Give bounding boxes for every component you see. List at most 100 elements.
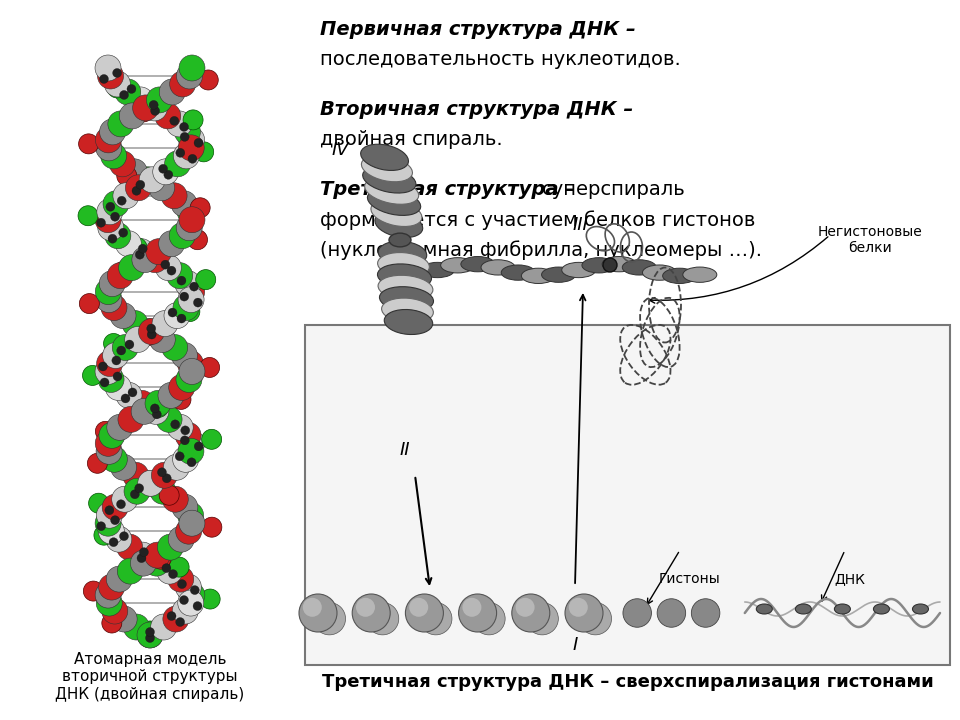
Circle shape [168, 566, 194, 592]
Circle shape [159, 485, 180, 505]
Ellipse shape [912, 604, 928, 614]
Circle shape [119, 103, 145, 129]
Circle shape [94, 525, 114, 545]
Circle shape [95, 279, 121, 305]
Circle shape [105, 222, 131, 248]
Circle shape [117, 166, 136, 186]
Circle shape [158, 382, 184, 408]
Circle shape [107, 566, 132, 592]
Circle shape [299, 594, 337, 632]
Circle shape [175, 271, 201, 297]
Circle shape [100, 378, 109, 387]
Text: суперспираль: суперспираль [542, 180, 685, 199]
Circle shape [175, 452, 184, 461]
Circle shape [137, 622, 163, 648]
Circle shape [180, 595, 188, 605]
Ellipse shape [441, 258, 474, 273]
Text: последовательность нуклеотидов.: последовательность нуклеотидов. [320, 50, 681, 69]
Text: III: III [572, 216, 588, 234]
Circle shape [149, 100, 158, 109]
Circle shape [169, 222, 195, 248]
Circle shape [106, 374, 132, 400]
Circle shape [178, 199, 204, 225]
Circle shape [516, 598, 535, 617]
Circle shape [177, 215, 203, 240]
Circle shape [98, 362, 108, 371]
Circle shape [163, 606, 189, 632]
Circle shape [180, 292, 189, 301]
Circle shape [176, 366, 202, 392]
Circle shape [131, 490, 139, 499]
Circle shape [128, 388, 137, 397]
Text: IV: IV [331, 141, 348, 159]
Circle shape [156, 558, 182, 584]
Circle shape [193, 298, 203, 307]
Circle shape [134, 167, 161, 193]
Ellipse shape [368, 189, 420, 215]
Circle shape [151, 404, 159, 413]
Text: (нуклеосомная фибрилла, нуклеомеры …).: (нуклеосомная фибрилла, нуклеомеры …). [320, 240, 762, 260]
Ellipse shape [874, 604, 889, 614]
Circle shape [136, 180, 145, 189]
Circle shape [352, 594, 390, 632]
Circle shape [128, 87, 154, 113]
Circle shape [196, 269, 216, 289]
Circle shape [95, 510, 121, 536]
Circle shape [102, 598, 128, 624]
Ellipse shape [377, 264, 431, 289]
Circle shape [409, 598, 428, 617]
Circle shape [111, 486, 137, 512]
Circle shape [163, 454, 189, 480]
Circle shape [158, 164, 168, 174]
Circle shape [98, 215, 124, 240]
Ellipse shape [375, 211, 422, 238]
Circle shape [120, 91, 129, 99]
Circle shape [100, 119, 126, 145]
Circle shape [143, 398, 169, 424]
Circle shape [180, 302, 200, 322]
Circle shape [171, 191, 197, 217]
Ellipse shape [379, 287, 434, 312]
Circle shape [116, 500, 126, 509]
Circle shape [194, 142, 214, 162]
Circle shape [167, 266, 176, 275]
Circle shape [95, 582, 121, 608]
Circle shape [161, 462, 181, 481]
Circle shape [405, 594, 444, 632]
Circle shape [135, 250, 144, 259]
Circle shape [189, 282, 199, 291]
Ellipse shape [361, 144, 408, 171]
Circle shape [132, 95, 158, 121]
Circle shape [176, 148, 185, 158]
Ellipse shape [795, 604, 811, 614]
Circle shape [177, 314, 186, 323]
Circle shape [132, 186, 141, 195]
Circle shape [141, 95, 167, 121]
Circle shape [111, 606, 137, 632]
Circle shape [161, 183, 187, 209]
Circle shape [102, 494, 129, 521]
Circle shape [119, 228, 128, 237]
Circle shape [180, 122, 188, 131]
Circle shape [169, 557, 189, 577]
Ellipse shape [756, 604, 773, 614]
Circle shape [98, 63, 124, 89]
Circle shape [150, 478, 176, 504]
Circle shape [151, 549, 171, 569]
Circle shape [129, 238, 155, 265]
Circle shape [100, 74, 108, 84]
Ellipse shape [461, 256, 494, 272]
Circle shape [83, 366, 103, 385]
Circle shape [98, 366, 124, 392]
Circle shape [115, 230, 141, 257]
Circle shape [127, 238, 147, 258]
Circle shape [130, 542, 156, 568]
Circle shape [565, 594, 603, 632]
Circle shape [137, 622, 163, 648]
Circle shape [473, 603, 505, 635]
Circle shape [153, 410, 161, 419]
Circle shape [166, 111, 192, 137]
Ellipse shape [361, 156, 413, 181]
Circle shape [356, 598, 375, 617]
Circle shape [526, 603, 559, 635]
